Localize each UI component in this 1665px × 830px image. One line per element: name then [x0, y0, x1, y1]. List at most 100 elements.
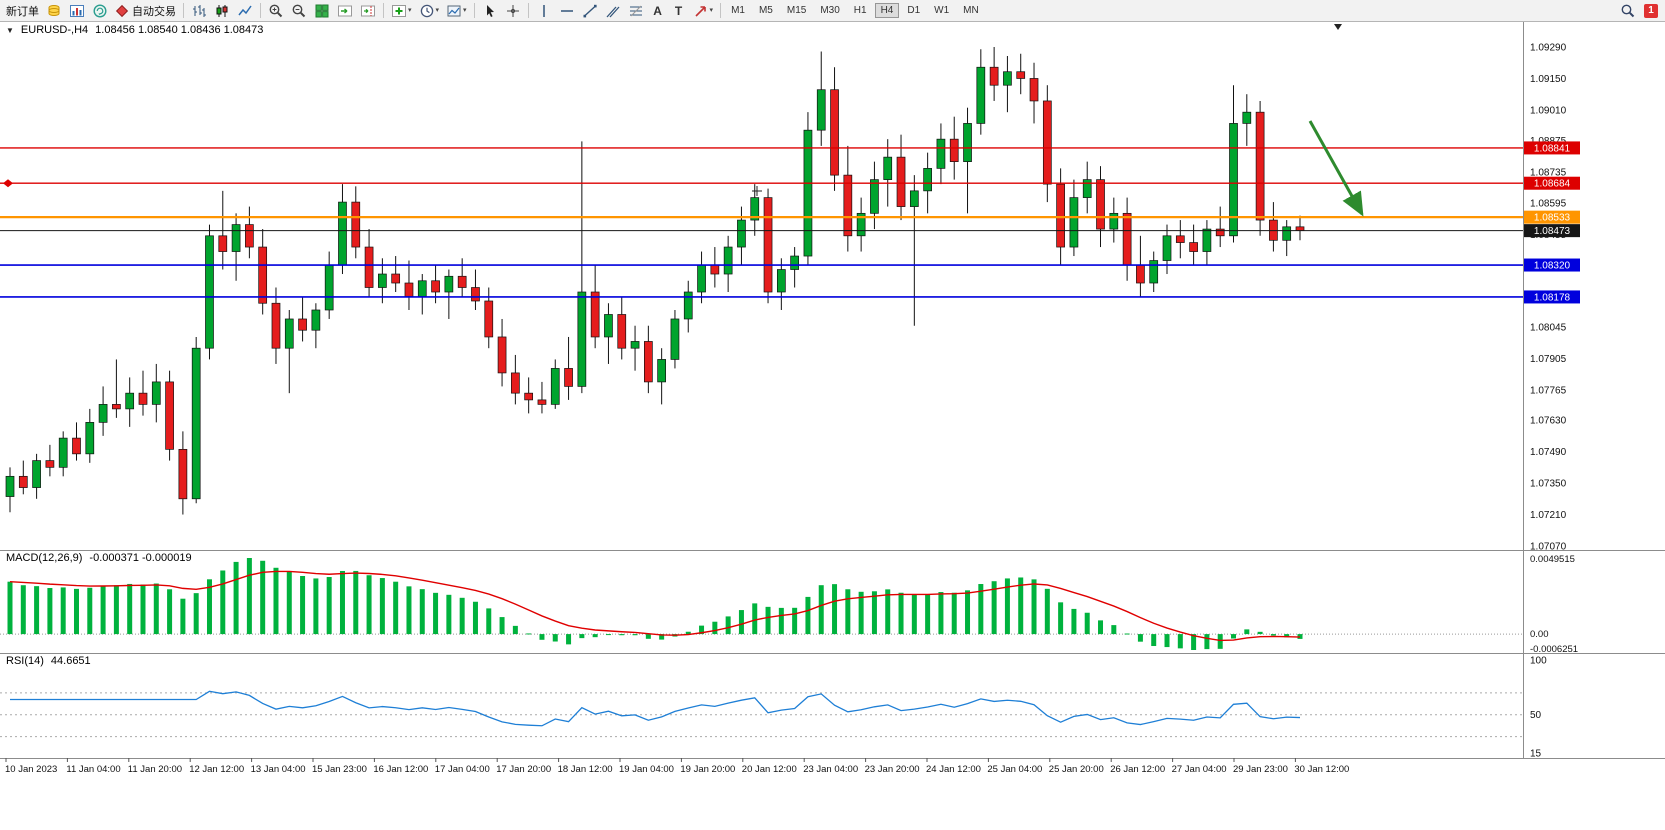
text-icon: A: [653, 3, 662, 18]
rsi-scale-label: 15: [1530, 749, 1542, 760]
macd-values: -0.000371 -0.000019: [89, 552, 192, 564]
coins-button[interactable]: [43, 2, 65, 20]
price-badge-text: 1.08841: [1534, 143, 1571, 154]
bull-candle: [417, 280, 427, 297]
macd-histogram-bar: [832, 584, 838, 635]
auto-scroll-icon: [338, 5, 352, 16]
separator: [183, 3, 184, 18]
bear-candle: [112, 404, 121, 410]
macd-histogram-bar: [885, 589, 891, 635]
macd-histogram-bar: [1270, 634, 1276, 636]
chart-shift-button[interactable]: [357, 2, 379, 20]
macd-histogram-bar: [100, 585, 106, 635]
macd-histogram-bar: [1098, 620, 1104, 635]
arrows-tool-button[interactable]: ▾: [690, 2, 717, 20]
bull-candle: [790, 255, 799, 270]
price-axis-label: 1.09290: [1530, 43, 1567, 54]
timeframe-m5[interactable]: M5: [758, 5, 773, 16]
bear-candle: [1255, 111, 1265, 221]
trendline-tool-button[interactable]: [579, 2, 601, 20]
price-axis-label: 1.08045: [1530, 322, 1567, 333]
zoom-in-icon: [269, 4, 283, 17]
macd-histogram-bar: [1284, 634, 1290, 638]
macd-histogram-bar: [778, 607, 784, 635]
zoom-in-button[interactable]: [265, 2, 287, 20]
bull-candle: [191, 347, 201, 500]
bull-candle: [324, 264, 334, 311]
bear-candle: [1096, 179, 1105, 230]
bull-candle: [205, 235, 214, 349]
macd-histogram-bar: [752, 603, 758, 635]
macd-scale-min: -0.0006251: [1530, 644, 1578, 655]
bear-candle: [617, 314, 627, 349]
bull-candle: [1229, 123, 1238, 237]
macd-histogram-bar: [47, 588, 53, 635]
line-chart-button[interactable]: [234, 2, 256, 20]
macd-histogram-bar: [87, 587, 93, 635]
bear-candle: [1016, 71, 1026, 79]
price-badge: [1524, 224, 1580, 238]
bull-candle: [870, 179, 879, 214]
macd-histogram-bar: [353, 570, 359, 635]
timeframe-h4[interactable]: H4: [874, 3, 900, 18]
fibonacci-tool-button[interactable]: [625, 2, 647, 20]
price-axis-label: 1.07350: [1530, 479, 1567, 490]
bear-candle: [391, 273, 401, 284]
cursor-tool-button[interactable]: [479, 2, 501, 20]
macd-histogram-bar: [898, 592, 904, 635]
macd-histogram-bar: [140, 584, 146, 635]
tile-windows-button[interactable]: [311, 2, 333, 20]
timeframe-m15[interactable]: M15: [786, 5, 807, 16]
periods-button[interactable]: ▾: [416, 2, 443, 20]
timeframe-w1[interactable]: W1: [934, 5, 950, 16]
text-tool-button[interactable]: A: [648, 2, 668, 20]
chart-shift-marker[interactable]: [1334, 24, 1342, 30]
auto-scroll-button[interactable]: [334, 2, 356, 20]
macd-histogram-bar: [552, 634, 558, 642]
macd-histogram-bar: [512, 625, 518, 635]
timeframe-m30[interactable]: M30: [820, 5, 840, 16]
macd-histogram-bar: [632, 634, 638, 636]
new-order-button[interactable]: 新订单: [6, 5, 39, 18]
bear-candle: [431, 280, 440, 293]
macd-histogram-bar: [1004, 578, 1010, 635]
trend-arrow[interactable]: [1308, 120, 1364, 217]
macd-histogram-bar: [1164, 634, 1170, 648]
crosshair-tool-button[interactable]: [502, 2, 524, 20]
chart-window-button[interactable]: [66, 2, 88, 20]
candlestick-chart-button[interactable]: [211, 2, 233, 20]
macd-histogram-bar: [792, 607, 798, 635]
timeframe-mn[interactable]: MN: [963, 5, 979, 16]
macd-histogram-bar: [393, 581, 399, 635]
macd-histogram-bar: [193, 593, 199, 635]
time-axis-label: 17 Jan 20:00: [496, 764, 551, 775]
bar-chart-button[interactable]: [188, 2, 210, 20]
collapse-triangle-icon[interactable]: ▼: [6, 26, 14, 35]
label-tool-button[interactable]: T: [669, 2, 689, 20]
channel-tool-button[interactable]: [602, 2, 624, 20]
templates-button[interactable]: ▾: [443, 2, 470, 20]
price-badge: [1524, 141, 1580, 155]
search-button[interactable]: [1617, 2, 1639, 20]
vertical-line-tool-button[interactable]: [533, 2, 555, 20]
notification-badge[interactable]: 1: [1644, 3, 1658, 18]
auto-trading-button[interactable]: 自动交易: [112, 2, 179, 20]
line-anchor-marker[interactable]: [3, 179, 13, 188]
bull-candle: [657, 359, 666, 383]
horizontal-line-tool-button[interactable]: [556, 2, 578, 20]
macd-histogram-bar: [180, 598, 186, 635]
auto-trading-label: 自动交易: [132, 5, 176, 18]
indicators-button[interactable]: ▾: [388, 2, 415, 20]
label-icon: T: [674, 3, 683, 18]
timeframe-d1[interactable]: D1: [907, 5, 921, 16]
price-axis-label: 1.07490: [1530, 447, 1567, 458]
macd-histogram-bar: [326, 577, 332, 635]
macd-histogram-bar: [1111, 625, 1117, 635]
bear-candle: [298, 318, 307, 331]
refresh-button[interactable]: [89, 2, 111, 20]
timeframe-m1[interactable]: M1: [731, 5, 745, 16]
price-chart[interactable]: 1.09290 1.09150 1.09010 1.08875 1.08735 1.085…: [0, 21, 1665, 830]
timeframe-h1[interactable]: H1: [853, 5, 867, 16]
macd-histogram-bar: [951, 592, 957, 635]
zoom-out-button[interactable]: [288, 2, 310, 20]
